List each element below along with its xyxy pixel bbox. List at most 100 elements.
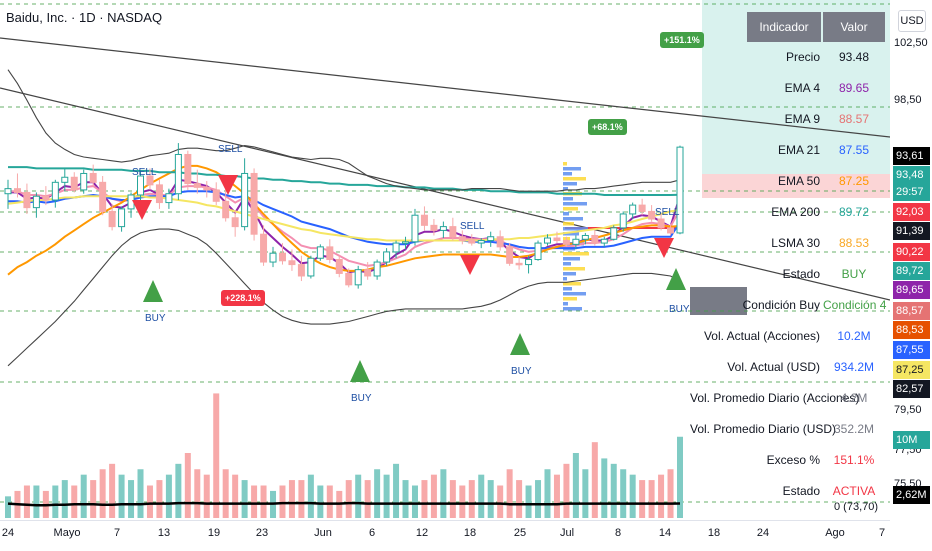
volume-profile-bar [563,182,577,186]
volume-bar [393,463,400,518]
candle-body [269,252,277,263]
candle-body [241,172,249,228]
candle-body [165,193,173,204]
volume-profile-bar [563,217,583,221]
volume-bar [260,485,267,518]
candle-body [591,234,599,244]
candle-body [345,272,353,286]
candle-body [307,257,315,277]
table-row-key: Estado [782,267,820,281]
volume-profile-bar [563,167,581,171]
table-row-value: 10.2M [837,329,871,343]
price-tag: 82,57 [893,380,930,398]
series-line-ema-200 [8,166,681,196]
candle-body [657,218,665,229]
candle-body [222,200,230,219]
volume-bar [364,480,371,518]
volume-bar [118,474,125,518]
table-row-key: Vol. Promedio Diario (USD) [690,422,837,436]
currency-selector[interactable]: USD [898,10,926,32]
volume-bar [298,480,305,518]
candle-body [420,214,428,226]
volume-bar [421,480,428,518]
x-tick: 19 [207,527,221,539]
volume-bar [544,469,551,518]
price-tag: 89,65 [893,281,930,299]
volume-bar [307,474,314,518]
volume-bar [648,480,655,518]
volume-bar [5,496,11,518]
volume-bar [402,480,409,518]
series-line-ema-21 [8,190,681,250]
ema50-highlight [702,174,890,198]
y-tick: 98,50 [894,94,922,106]
candle-body [13,188,21,193]
table-row-key: EMA 4 [784,81,820,95]
table-row-key: Condición Buy [742,298,820,312]
volume-bar [459,485,466,518]
candle-body [231,217,239,228]
candle-body [392,242,400,253]
candle-body [326,246,334,261]
series-line-bb-lower [7,228,681,367]
time-axis[interactable] [0,520,890,551]
volume-bar [563,463,570,518]
trend-line [0,87,891,301]
sell-signal-label: SELL [218,144,243,155]
volume-readout: 0 (73,70) [834,501,879,513]
candle-body [496,236,504,248]
volume-bar [288,480,295,518]
table-row-key: LSMA 30 [771,236,820,250]
candle-body [477,240,485,244]
volume-bar [639,480,646,518]
table-row-value: BUY [841,267,867,281]
buy-triangle [510,333,530,355]
x-tick: 7 [878,527,886,539]
volume-bar [572,453,579,518]
candle-body [629,204,637,215]
symbol-title[interactable]: Baidu, Inc. · 1D · NASDAQ [6,10,163,25]
candle-body [118,208,126,228]
volume-bar [279,485,286,518]
candle-body [146,175,154,186]
candle-body [439,226,447,231]
table-row-value: 93.48 [838,50,870,64]
price-tag: 87,55 [893,341,930,359]
sell-signal-label: SELL [655,207,680,218]
volume-bar [241,480,248,518]
volume-bar [251,485,258,518]
candle-body [288,260,296,266]
candle-body [61,176,69,183]
candle-body [316,246,324,259]
volume-bar [620,469,627,518]
candle-body [42,195,50,201]
series-line-ema-9 [8,185,681,267]
buy-signal-label: BUY [145,313,166,324]
table-row-value: 352.2M [833,422,875,436]
candle-body [155,184,163,204]
sell-signal-label: SELL [460,221,485,232]
table-row-key: Vol. Actual (Acciones) [703,329,820,343]
volume-profile-bar [563,207,578,211]
volume-bar [677,436,683,518]
candle-body [562,240,570,245]
gain-bubble: +151.1% [660,32,704,48]
candle-body [203,186,211,191]
volume-bar [317,485,324,518]
x-tick: 23 [255,527,269,539]
candle-body [468,240,476,244]
volume-profile-bar [563,252,589,256]
table-row-key: EMA 21 [777,143,820,157]
candle-body [260,233,268,263]
sell-triangle [132,200,152,220]
table-row-key: EMA 200 [771,205,820,219]
candle-body [4,188,12,195]
buy-signal-label: BUY [351,393,372,404]
price-tag: 91,39 [893,222,930,240]
candle-body [600,238,608,244]
volume-bar [184,453,191,518]
x-tick: Ago [825,527,845,539]
x-tick: 12 [415,527,429,539]
volume-bar [99,469,106,518]
candle-body [297,264,305,277]
